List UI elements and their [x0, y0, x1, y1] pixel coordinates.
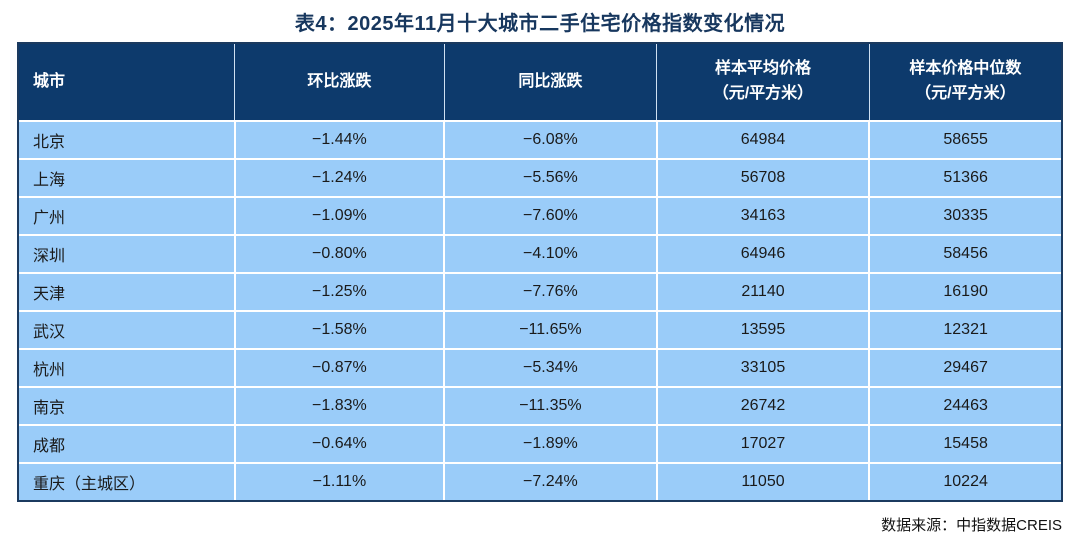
header-mom-change: 环比涨跌	[234, 44, 445, 121]
header-sample-avg-price: 样本平均价格 （元/平方米）	[656, 44, 870, 121]
city-cell: 杭州	[19, 348, 235, 387]
value-cell: 21140	[655, 272, 870, 311]
value-cell: 13595	[655, 310, 870, 349]
value-cell: −1.89%	[443, 424, 657, 463]
value-cell: 64946	[655, 234, 870, 273]
value-cell: −6.08%	[443, 120, 657, 159]
header-row: 城市 环比涨跌 同比涨跌 样本平均价格 （元/平方米） 样本价格中位数 （元/平…	[19, 44, 1061, 121]
value-cell: −0.87%	[233, 348, 445, 387]
value-cell: 34163	[655, 196, 870, 235]
city-cell: 成都	[19, 424, 235, 463]
value-cell: −1.44%	[233, 120, 445, 159]
table-row: 深圳 −0.80% −4.10% 64946 58456	[19, 234, 1061, 273]
value-cell: −1.58%	[233, 310, 445, 349]
city-cell: 南京	[19, 386, 235, 425]
data-source-note: 数据来源：中指数据CREIS	[881, 517, 1062, 534]
value-cell: −0.64%	[233, 424, 445, 463]
value-cell: 10224	[868, 462, 1061, 500]
price-index-table: 城市 环比涨跌 同比涨跌 样本平均价格 （元/平方米） 样本价格中位数 （元/平…	[17, 42, 1063, 502]
value-cell: −1.25%	[233, 272, 445, 311]
value-cell: −11.35%	[443, 386, 657, 425]
city-cell: 北京	[19, 120, 235, 159]
table-row: 重庆（主城区） −1.11% −7.24% 11050 10224	[19, 462, 1061, 500]
value-cell: 11050	[655, 462, 870, 500]
value-cell: −0.80%	[233, 234, 445, 273]
value-cell: 29467	[868, 348, 1061, 387]
city-cell: 武汉	[19, 310, 235, 349]
city-cell: 天津	[19, 272, 235, 311]
value-cell: 17027	[655, 424, 870, 463]
table-body: 北京 −1.44% −6.08% 64984 58655 上海 −1.24% −5.56% 56…	[19, 120, 1061, 500]
value-cell: 58655	[868, 120, 1061, 159]
table-row: 北京 −1.44% −6.08% 64984 58655	[19, 120, 1061, 159]
city-cell: 深圳	[19, 234, 235, 273]
value-cell: 30335	[868, 196, 1061, 235]
value-cell: −1.24%	[233, 158, 445, 197]
table-row: 上海 −1.24% −5.56% 56708 51366	[19, 158, 1061, 197]
value-cell: −1.09%	[233, 196, 445, 235]
value-cell: −4.10%	[443, 234, 657, 273]
city-cell: 上海	[19, 158, 235, 197]
table-row: 南京 −1.83% −11.35% 26742 24463	[19, 386, 1061, 425]
data-table: 城市 环比涨跌 同比涨跌 样本平均价格 （元/平方米） 样本价格中位数 （元/平…	[19, 44, 1061, 500]
value-cell: −5.56%	[443, 158, 657, 197]
value-cell: −7.24%	[443, 462, 657, 500]
table-row: 广州 −1.09% −7.60% 34163 30335	[19, 196, 1061, 235]
value-cell: 64984	[655, 120, 870, 159]
table-row: 杭州 −0.87% −5.34% 33105 29467	[19, 348, 1061, 387]
value-cell: 51366	[868, 158, 1061, 197]
value-cell: 56708	[655, 158, 870, 197]
value-cell: 15458	[868, 424, 1061, 463]
value-cell: −1.11%	[233, 462, 445, 500]
table-row: 天津 −1.25% −7.76% 21140 16190	[19, 272, 1061, 311]
header-city: 城市	[19, 44, 235, 121]
value-cell: 58456	[868, 234, 1061, 273]
value-cell: 26742	[655, 386, 870, 425]
header-yoy-change: 同比涨跌	[443, 44, 657, 121]
value-cell: 33105	[655, 348, 870, 387]
table-title: 表4：2025年11月十大城市二手住宅价格指数变化情况	[294, 13, 786, 35]
table-header: 城市 环比涨跌 同比涨跌 样本平均价格 （元/平方米） 样本价格中位数 （元/平…	[19, 44, 1061, 121]
value-cell: 24463	[868, 386, 1061, 425]
city-cell: 重庆（主城区）	[19, 462, 235, 500]
header-sample-median-price: 样本价格中位数 （元/平方米）	[868, 44, 1061, 121]
table-row: 成都 −0.64% −1.89% 17027 15458	[19, 424, 1061, 463]
value-cell: 16190	[868, 272, 1061, 311]
value-cell: 12321	[868, 310, 1061, 349]
city-cell: 广州	[19, 196, 235, 235]
price-index-table-figure: 表4：2025年11月十大城市二手住宅价格指数变化情况 城市 环比涨跌 同比涨跌…	[0, 7, 1080, 551]
value-cell: −1.83%	[233, 386, 445, 425]
value-cell: −5.34%	[443, 348, 657, 387]
value-cell: −11.65%	[443, 310, 657, 349]
value-cell: −7.60%	[443, 196, 657, 235]
value-cell: −7.76%	[443, 272, 657, 311]
table-row: 武汉 −1.58% −11.65% 13595 12321	[19, 310, 1061, 349]
